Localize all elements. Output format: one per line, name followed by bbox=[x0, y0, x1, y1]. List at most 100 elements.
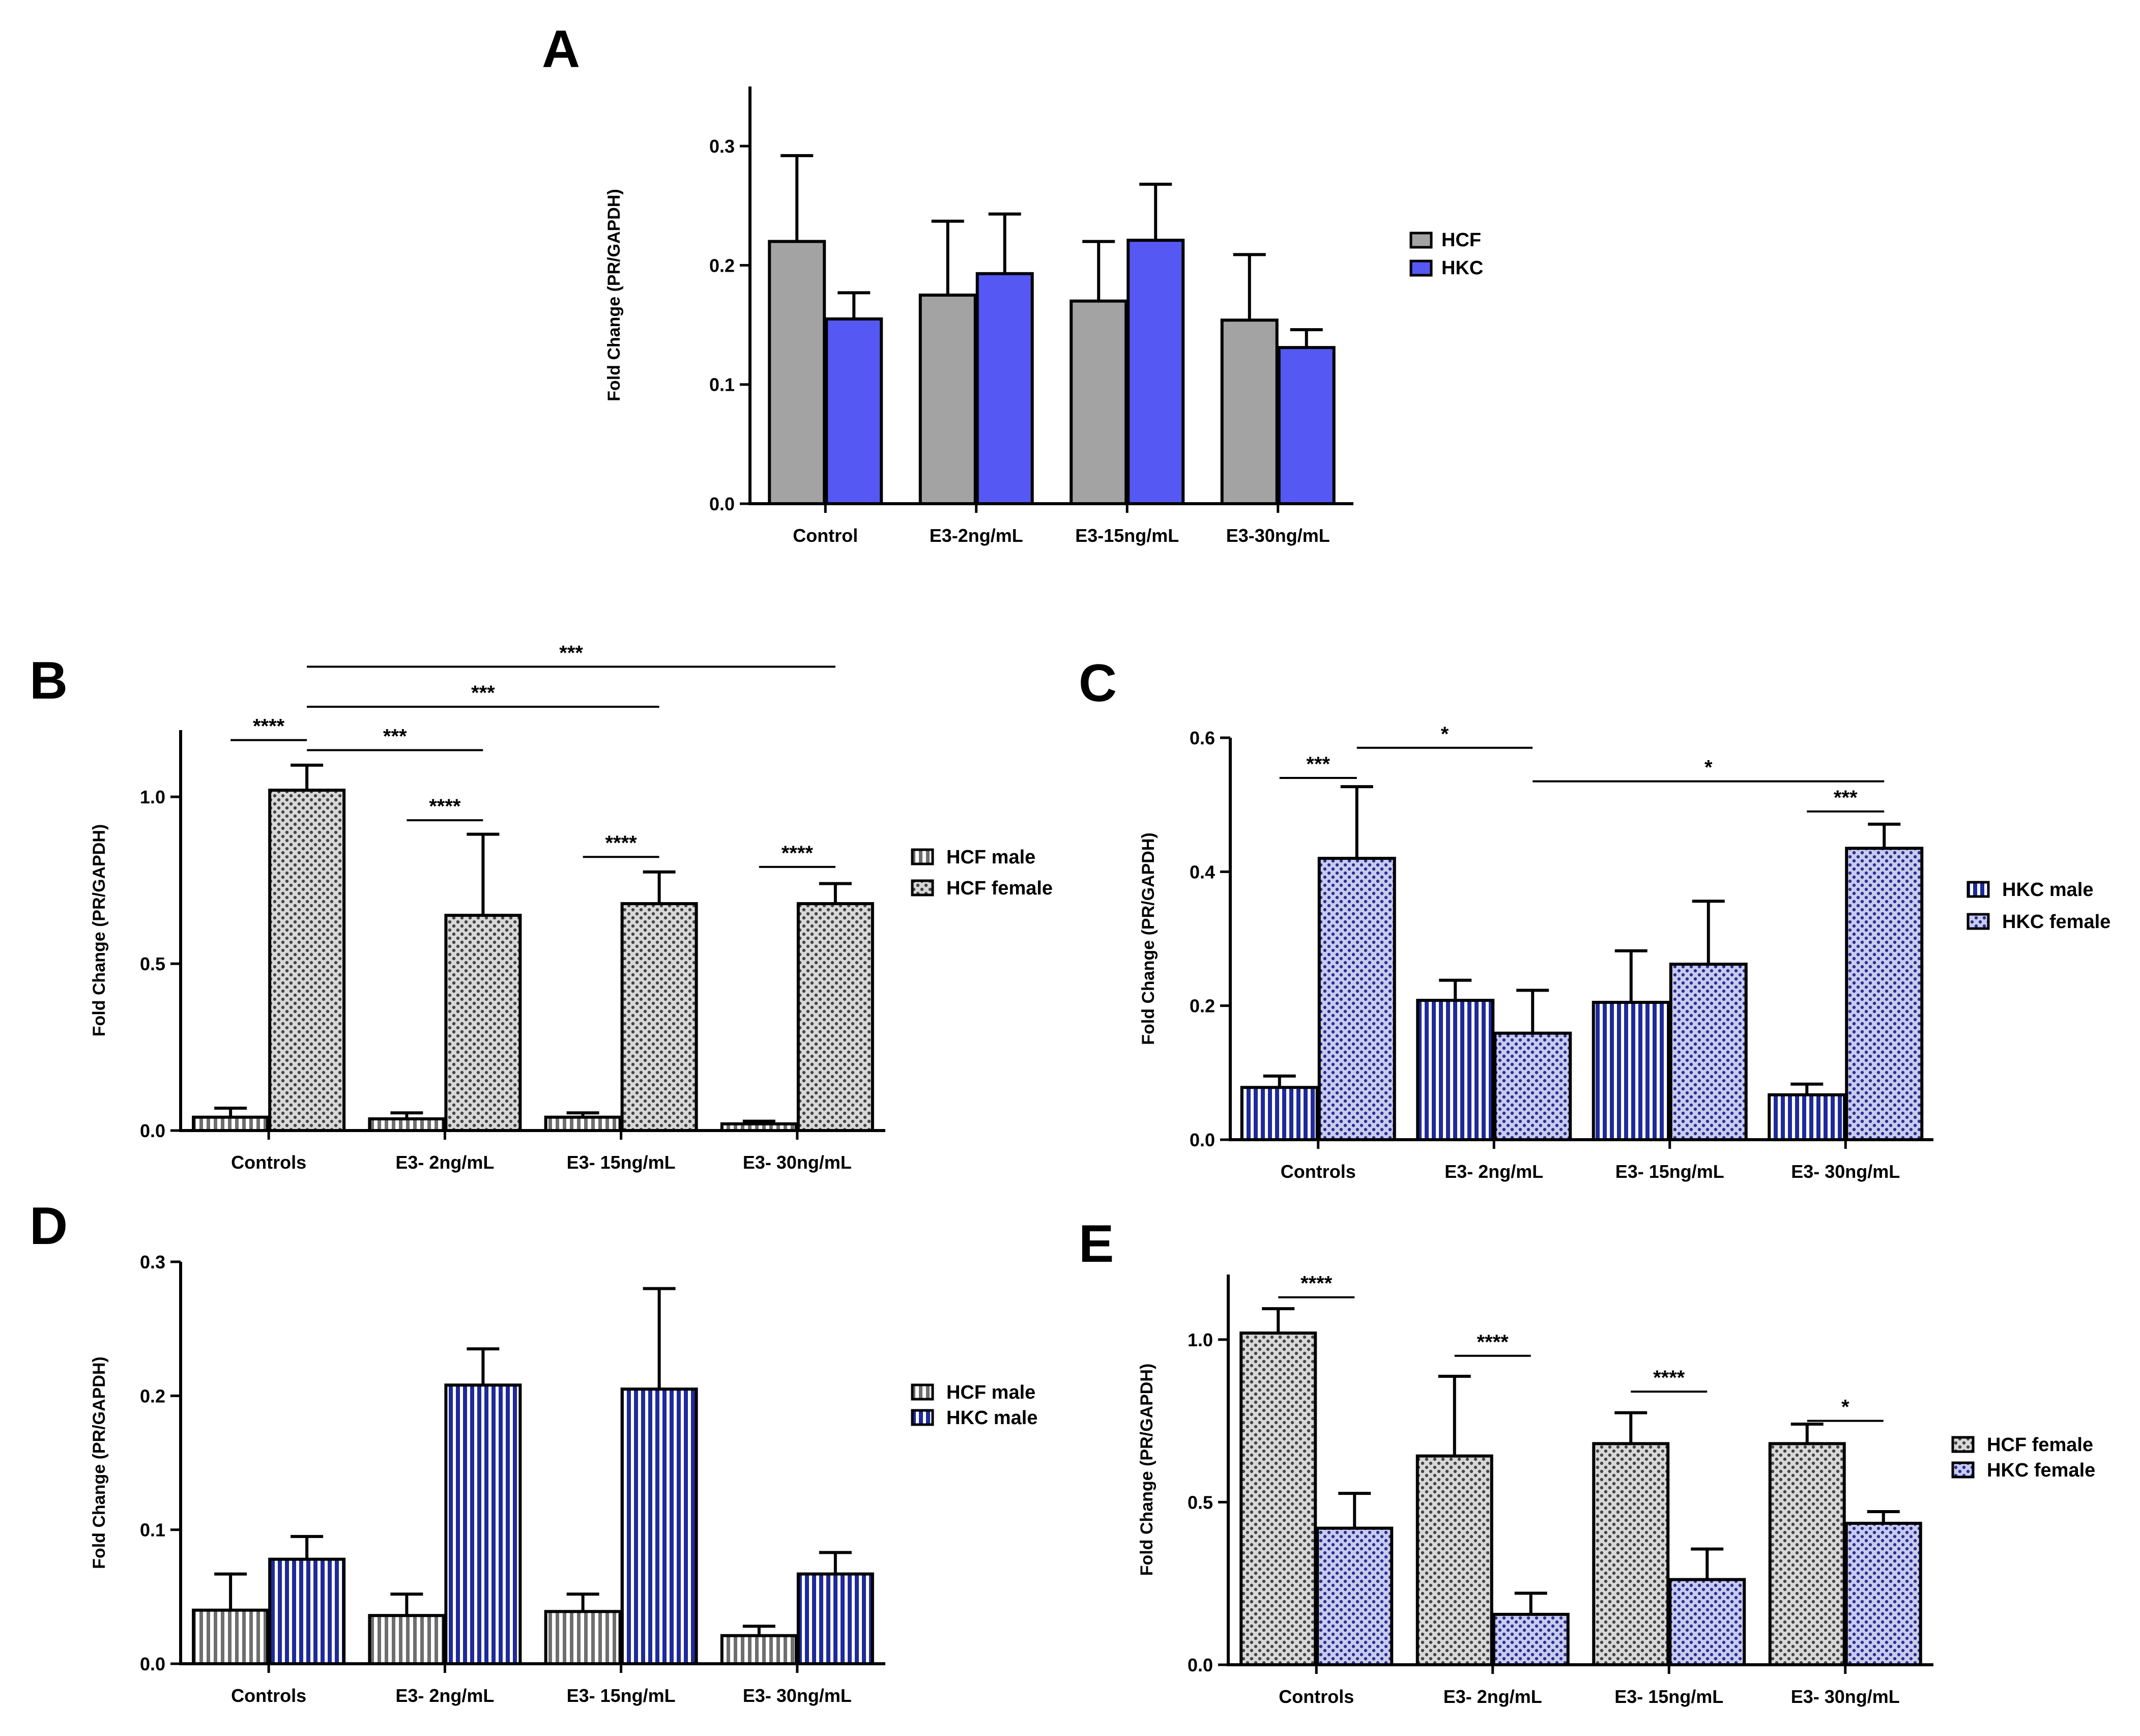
x-tick-label: E3-2ng/mL bbox=[930, 525, 1023, 546]
legend-label: HKC bbox=[1441, 257, 1483, 279]
bar bbox=[1592, 1442, 1670, 1667]
y-tick-label: 0.2 bbox=[140, 1385, 165, 1406]
panel-a: A 0.0 0.1 0.2 0.3 Control E3-2ng/mL E3-15ng/mL… bbox=[542, 20, 1483, 546]
panel-c: C 0.0 0.2 0.4 0.6 Controls E3- 2ng/mL E3- 15ng… bbox=[1079, 654, 2110, 1182]
bar bbox=[1592, 1001, 1670, 1142]
y-tick-label: 0.1 bbox=[709, 374, 735, 395]
significance-label: **** bbox=[605, 832, 637, 854]
bar bbox=[1415, 1454, 1493, 1667]
x-tick-label: E3-15ng/mL bbox=[1075, 525, 1179, 546]
bar bbox=[1768, 1093, 1846, 1142]
y-tick-label: 0.3 bbox=[709, 136, 735, 157]
y-tick-label: 0.3 bbox=[140, 1252, 165, 1272]
bar bbox=[1220, 319, 1279, 505]
y-tick-label: 0.5 bbox=[1188, 1492, 1213, 1513]
legend-label: HCF female bbox=[1987, 1434, 2093, 1456]
significance-label: *** bbox=[383, 725, 407, 747]
significance-label: * bbox=[1441, 723, 1449, 745]
significance-label: *** bbox=[1306, 753, 1330, 775]
x-tick-label: E3- 30ng/mL bbox=[743, 1152, 852, 1173]
y-tick-label: 1.0 bbox=[1188, 1329, 1213, 1350]
x-tick-label: Control bbox=[793, 525, 858, 546]
legend-d: HCF male HKC male bbox=[911, 1382, 1038, 1429]
panel-letter-b: B bbox=[30, 651, 68, 710]
legend-swatch bbox=[1951, 1461, 1975, 1479]
plot-area-e: 0.0 0.5 1.0 Controls E3- 2ng/mL E3- 15ng/mL E3… bbox=[1137, 1272, 1933, 1707]
legend-label: HCF bbox=[1441, 229, 1481, 251]
legend-swatch bbox=[911, 1383, 934, 1401]
legend-label: HCF female bbox=[946, 878, 1053, 899]
bar bbox=[620, 902, 698, 1132]
bar bbox=[1126, 239, 1185, 505]
bar bbox=[796, 1572, 874, 1665]
panel-b: B 0.0 0.5 1.0 Controls E3- 2ng/mL E3- 15ng/mL… bbox=[30, 642, 1053, 1173]
legend-swatch bbox=[911, 1409, 934, 1426]
bar bbox=[368, 1117, 446, 1133]
bar bbox=[620, 1387, 698, 1666]
plot-area-c: 0.0 0.2 0.4 0.6 Controls E3- 2ng/mL E3- 15ng/m… bbox=[1139, 723, 1933, 1182]
legend-e: HCF female HKC female bbox=[1951, 1434, 2095, 1481]
significance-label: **** bbox=[782, 842, 814, 864]
legend-swatch bbox=[911, 848, 934, 865]
legend-swatch bbox=[1967, 881, 1990, 898]
x-tick-label: E3- 2ng/mL bbox=[1444, 1161, 1543, 1182]
legend-label: HKC female bbox=[1987, 1460, 2095, 1481]
panel-letter-c: C bbox=[1079, 654, 1117, 713]
bar bbox=[825, 317, 883, 505]
legend-swatch bbox=[1951, 1436, 1975, 1453]
bar bbox=[1240, 1086, 1319, 1142]
y-axis-title: Fold Change (PR/GAPDH) bbox=[1137, 1364, 1156, 1576]
y-tick-label: 0.6 bbox=[1190, 728, 1215, 748]
y-tick-label: 0.2 bbox=[709, 255, 735, 276]
x-tick-label: Controls bbox=[1281, 1161, 1356, 1182]
bar bbox=[796, 902, 874, 1132]
y-tick-label: 0.0 bbox=[709, 494, 735, 514]
y-tick-label: 0.5 bbox=[140, 953, 165, 974]
panel-d: D 0.0 0.1 0.2 0.3 Controls E3- 2ng/mL E3- 15ng… bbox=[30, 1197, 1038, 1706]
bar bbox=[1845, 847, 1924, 1141]
bar bbox=[1239, 1332, 1317, 1667]
y-tick-label: 1.0 bbox=[140, 787, 165, 807]
bar bbox=[1316, 1526, 1394, 1667]
panel-letter-d: D bbox=[30, 1197, 68, 1256]
x-tick-label: E3- 15ng/mL bbox=[1615, 1161, 1724, 1182]
x-tick-label: E3-30ng/mL bbox=[1226, 525, 1330, 546]
x-tick-label: E3- 15ng/mL bbox=[567, 1685, 676, 1706]
bar bbox=[1669, 963, 1748, 1141]
legend-label: HCF male bbox=[946, 1382, 1035, 1403]
y-tick-label: 0.2 bbox=[1190, 996, 1215, 1017]
legend-swatch bbox=[1967, 913, 1990, 930]
y-tick-label: 0.0 bbox=[140, 1120, 165, 1141]
legend-swatch bbox=[1409, 232, 1433, 249]
panel-letter-e: E bbox=[1079, 1214, 1114, 1274]
x-tick-label: E3- 30ng/mL bbox=[1791, 1686, 1900, 1707]
significance-label: *** bbox=[471, 682, 495, 704]
x-tick-label: E3- 30ng/mL bbox=[1791, 1161, 1900, 1182]
y-tick-label: 0.4 bbox=[1190, 861, 1215, 882]
panel-letter-a: A bbox=[542, 20, 580, 79]
legend-label: HKC male bbox=[946, 1407, 1038, 1429]
plot-area-d: 0.0 0.1 0.2 0.3 Controls E3- 2ng/mL E3- 15ng/m… bbox=[90, 1252, 885, 1706]
legend-label: HCF male bbox=[946, 847, 1035, 868]
bar bbox=[1492, 1612, 1570, 1667]
bar bbox=[1317, 857, 1396, 1141]
bar bbox=[268, 1557, 346, 1666]
x-tick-label: E3- 2ng/mL bbox=[395, 1685, 494, 1706]
bar bbox=[1844, 1521, 1922, 1666]
y-tick-label: 0.0 bbox=[1188, 1655, 1213, 1675]
significance-label: **** bbox=[253, 715, 285, 738]
bar bbox=[192, 1115, 270, 1132]
legend-a: HCF HKC bbox=[1409, 229, 1483, 279]
bar bbox=[444, 1383, 522, 1665]
significance-label: *** bbox=[1834, 787, 1858, 809]
bar bbox=[1277, 346, 1336, 505]
y-axis-title: Fold Change (PR/GAPDH) bbox=[604, 189, 624, 401]
legend-c: HKC male HKC female bbox=[1967, 879, 2110, 933]
bar bbox=[720, 1634, 798, 1665]
significance-label: * bbox=[1704, 757, 1713, 779]
bar bbox=[975, 272, 1034, 505]
x-tick-label: Controls bbox=[1279, 1686, 1354, 1707]
significance-label: * bbox=[1841, 1396, 1849, 1419]
bar bbox=[268, 789, 346, 1133]
